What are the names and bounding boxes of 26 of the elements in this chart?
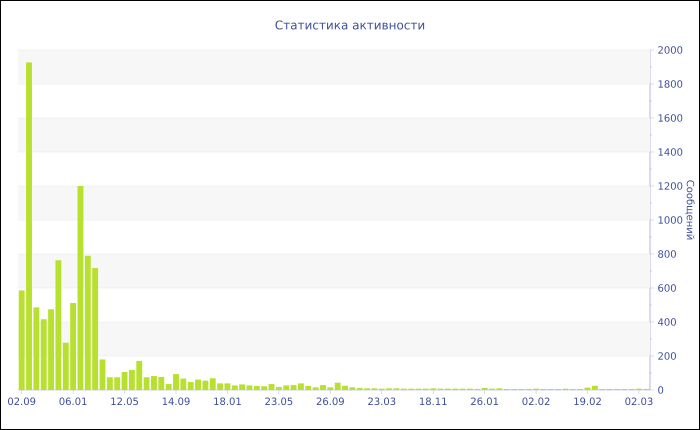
y-tick-label: 1000 bbox=[658, 216, 682, 224]
y-axis-title: Сообщений bbox=[685, 180, 695, 240]
x-tick-label: 18.01 bbox=[214, 398, 241, 406]
x-tick-label: 23.03 bbox=[368, 398, 396, 406]
x-tick-label: 12.05 bbox=[111, 398, 138, 406]
x-tick-label: 02.09 bbox=[8, 398, 36, 406]
y-tick-label: 2000 bbox=[658, 46, 682, 54]
y-tick-label: 200 bbox=[658, 352, 676, 360]
y-tick-label: 400 bbox=[658, 318, 676, 326]
y-tick-label: 800 bbox=[658, 250, 676, 258]
x-tick-label: 26.01 bbox=[471, 398, 498, 406]
y-tick-label: 1800 bbox=[658, 80, 682, 88]
y-tick-label: 1200 bbox=[658, 182, 682, 190]
x-tick-label: 19.02 bbox=[574, 398, 601, 406]
y-tick-label: 1400 bbox=[658, 148, 682, 156]
y-tick-label: 1600 bbox=[658, 114, 682, 122]
x-tick-label: 23.05 bbox=[265, 398, 292, 406]
x-tick-label: 02.03 bbox=[625, 398, 652, 406]
x-tick-label: 02.02 bbox=[522, 398, 550, 406]
x-tick-label: 26.09 bbox=[316, 398, 344, 406]
y-tick-label: 600 bbox=[658, 284, 676, 292]
x-tick-label: 06.01 bbox=[59, 398, 86, 406]
y-tick-label: 0 bbox=[658, 386, 664, 394]
chart-title: Статистика активности bbox=[276, 20, 424, 30]
x-tick-label: 14.09 bbox=[162, 398, 190, 406]
x-tick-label: 18.11 bbox=[420, 398, 447, 406]
